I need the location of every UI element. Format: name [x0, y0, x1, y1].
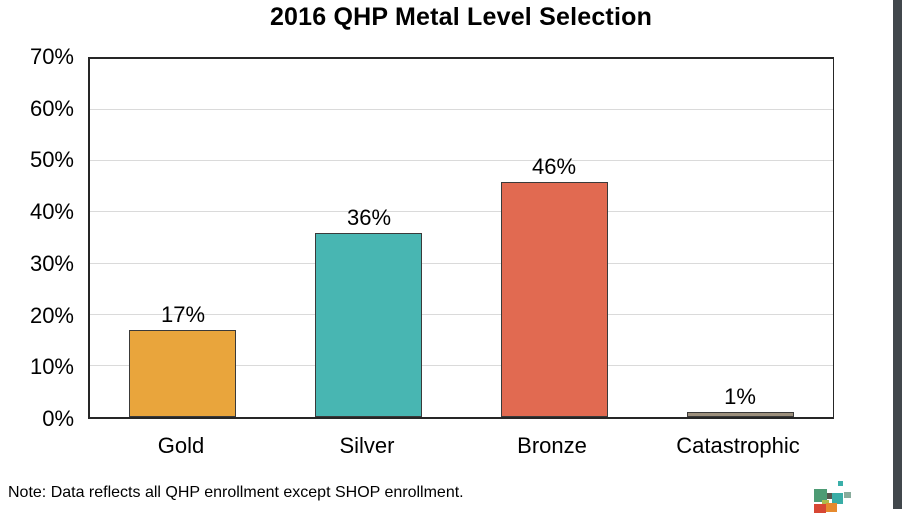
y-tick-label-20: 20% [29, 303, 74, 328]
x-tick-label-silver: Silver [339, 433, 395, 458]
bar-value-label-bronze: 46% [531, 154, 577, 179]
gridline-50 [90, 160, 833, 161]
bar-value-label-silver: 36% [346, 205, 392, 230]
y-tick-label-10: 10% [29, 354, 74, 379]
x-axis-labels: Gold Silver Bronze Catastrophic [88, 432, 834, 462]
y-tick-label-0: 0% [42, 406, 74, 431]
chart-title: 2016 QHP Metal Level Selection [269, 3, 653, 31]
bar-value-label-gold: 17% [160, 302, 206, 327]
bar-gold [129, 330, 236, 417]
gridline-20 [90, 314, 833, 315]
logo-square-0 [838, 481, 843, 486]
plot-area: 17% 36% 46% 1% [88, 57, 834, 419]
logo-square-3 [832, 493, 843, 504]
x-tick-label-catastrophic: Catastrophic [676, 433, 800, 458]
gridline-30 [90, 263, 833, 264]
bar-value-label-catastrophic: 1% [724, 384, 756, 409]
bar-silver [315, 233, 422, 417]
y-tick-label-30: 30% [29, 251, 74, 276]
x-tick-label-gold: Gold [157, 433, 205, 458]
y-tick-label-40: 40% [29, 199, 74, 224]
bar-catastrophic [687, 412, 794, 417]
gridline-60 [90, 109, 833, 110]
y-tick-label-70: 70% [29, 44, 74, 69]
note-text: Note: Data reflects all QHP enrollment e… [8, 484, 464, 501]
y-tick-label-60: 60% [29, 96, 74, 121]
y-tick-label-50: 50% [29, 147, 74, 172]
bar-bronze [501, 182, 608, 417]
logo-square-6 [826, 503, 837, 512]
logo-square-4 [844, 492, 851, 498]
mosaic-squares-logo [810, 476, 862, 513]
y-axis-labels: 0% 10% 20% 30% 40% 50% 60% 70% [0, 44, 74, 431]
right-edge-bar [893, 0, 902, 509]
gridline-40 [90, 211, 833, 212]
x-tick-label-bronze: Bronze [517, 433, 587, 458]
logo-square-1 [814, 489, 827, 502]
logo-square-2 [827, 493, 833, 499]
gridline-10 [90, 365, 833, 366]
logo-square-5 [822, 500, 829, 506]
